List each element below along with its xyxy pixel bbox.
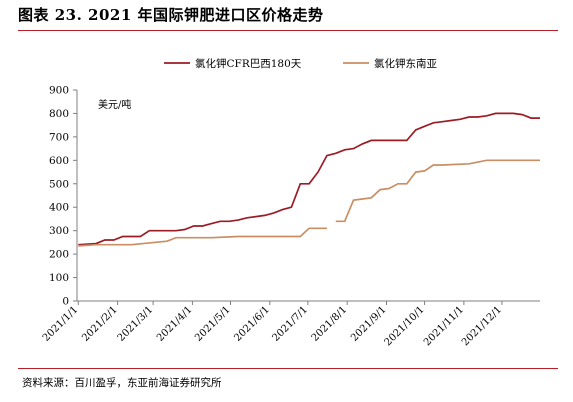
title-rule — [18, 30, 558, 31]
chart-title: 图表 23. 2021 年国际钾肥进口区价格走势 — [18, 6, 324, 24]
x-tick-label: 2021/6/1 — [232, 304, 272, 344]
x-tick-label: 2021/11/1 — [422, 304, 466, 348]
y-tick-label: 700 — [49, 131, 69, 143]
source-rule — [18, 368, 558, 369]
x-tick-label: 2021/7/1 — [270, 304, 310, 344]
x-tick-label: 2021/5/1 — [193, 304, 233, 344]
y-tick-label: 800 — [49, 108, 69, 120]
legend-label-2: 氯化钾东南亚 — [374, 57, 437, 70]
x-tick-label: 2021/8/1 — [310, 304, 350, 344]
y-tick-label: 0 — [62, 296, 69, 308]
y-tick-label: 200 — [49, 249, 69, 261]
y-tick-label: 500 — [49, 178, 69, 190]
x-tick-label: 2021/12/1 — [460, 304, 504, 348]
y-tick-label: 100 — [49, 272, 69, 284]
x-tick-label: 2021/10/1 — [383, 304, 427, 348]
x-tick-label: 2021/1/1 — [41, 304, 81, 344]
y-tick-label: 900 — [49, 85, 69, 97]
series-line-2 — [335, 159, 540, 223]
source-note: 资料来源：百川盈孚，东亚前海证券研究所 — [22, 377, 222, 389]
y-tick-label: 400 — [49, 202, 69, 214]
x-tick-label: 2021/3/1 — [116, 304, 156, 344]
series-line-2 — [78, 227, 327, 247]
y-axis-unit-label: 美元/吨 — [98, 98, 131, 111]
x-tick-label: 2021/4/1 — [155, 304, 195, 344]
chart-legend: 氯化钾CFR巴西180天 氯化钾东南亚 — [164, 57, 437, 70]
legend-label-1: 氯化钾CFR巴西180天 — [195, 57, 302, 70]
y-tick-label: 600 — [49, 155, 69, 167]
x-tick-label: 2021/9/1 — [349, 304, 389, 344]
series-layer — [78, 112, 540, 247]
x-tick-label: 2021/2/1 — [80, 304, 120, 344]
series-line-1 — [78, 112, 540, 246]
y-tick-label: 300 — [49, 225, 69, 237]
